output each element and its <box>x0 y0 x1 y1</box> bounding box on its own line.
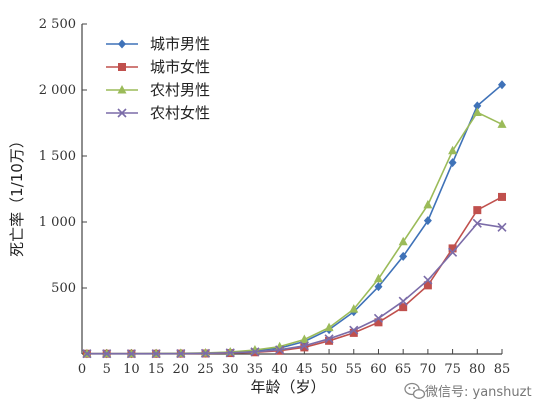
x-tick-label: 15 <box>148 362 165 377</box>
x-axis-label: 年龄（岁） <box>250 378 325 396</box>
x-tick-label: 80 <box>469 362 486 377</box>
data-point <box>423 216 432 226</box>
data-point <box>472 107 482 116</box>
data-point <box>374 318 383 327</box>
data-point <box>448 247 458 257</box>
series-1 <box>82 80 506 359</box>
data-point <box>497 119 507 128</box>
legend-item: 农村男性 <box>106 81 210 99</box>
data-point <box>299 341 309 351</box>
legend-item: 农村女性 <box>106 104 210 122</box>
legend-label: 城市男性 <box>150 35 210 53</box>
data-point <box>448 145 458 155</box>
data-point <box>300 343 309 352</box>
data-point <box>325 336 334 345</box>
data-point <box>275 345 285 355</box>
x-tick-label: 5 <box>103 362 111 377</box>
series-line <box>86 222 503 355</box>
x-tick-label: 20 <box>173 362 190 377</box>
legend-item: 城市男性 <box>106 35 210 53</box>
series-layer <box>82 80 507 359</box>
data-point <box>82 349 92 359</box>
data-point <box>423 199 433 209</box>
data-point <box>498 80 506 90</box>
legend-label: 农村女性 <box>150 104 210 122</box>
x-tick-label: 70 <box>420 362 437 377</box>
data-point <box>349 328 358 337</box>
series-2 <box>82 192 506 358</box>
data-point <box>225 348 235 358</box>
data-point <box>398 296 408 306</box>
x-tick-label: 75 <box>444 362 461 377</box>
x-tick-label: 10 <box>123 362 140 377</box>
x-tick-label: 65 <box>395 362 412 377</box>
legend-label: 农村男性 <box>150 81 210 99</box>
x-tick-label: 30 <box>222 362 239 377</box>
x-tick-label: 40 <box>271 362 288 377</box>
data-point <box>448 244 457 253</box>
data-point <box>399 303 408 312</box>
legend-marker <box>117 85 127 94</box>
legend-label: 城市女性 <box>150 58 210 76</box>
data-point <box>423 281 432 290</box>
data-point <box>473 206 482 215</box>
data-point <box>324 334 334 344</box>
data-point <box>151 349 161 359</box>
x-tick-label: 35 <box>247 362 264 377</box>
watermark: 微信号: yanshuzt <box>404 382 532 400</box>
series-line <box>86 196 503 355</box>
axes: 500 1 000 1 500 2 000 2 500 0 5 10 15 20 25 30 35 40 4… <box>39 17 510 377</box>
x-tick-label: 50 <box>321 362 338 377</box>
data-point <box>374 282 383 292</box>
x-tick-label: 45 <box>296 362 313 377</box>
y-tick-label: 1 000 <box>39 215 76 230</box>
series-3 <box>82 107 507 358</box>
x-tick-label: 55 <box>345 362 362 377</box>
data-point <box>299 334 309 343</box>
data-point <box>399 251 408 261</box>
data-point <box>472 218 482 228</box>
series-line <box>86 84 503 355</box>
data-point <box>349 304 359 313</box>
x-tick-label: 25 <box>197 362 214 377</box>
data-point <box>373 313 384 323</box>
series-4 <box>82 218 507 359</box>
y-tick-label: 500 <box>51 281 76 296</box>
data-point <box>473 101 482 111</box>
data-point <box>497 222 507 232</box>
data-point <box>324 322 334 332</box>
data-point <box>398 236 408 246</box>
x-tick-label: 60 <box>370 362 387 377</box>
y-tick-label: 1 500 <box>39 149 76 164</box>
data-point <box>126 349 136 359</box>
data-point <box>200 348 211 358</box>
data-point <box>102 349 112 359</box>
data-point <box>423 275 433 285</box>
legend-item: 城市女性 <box>106 58 210 76</box>
x-tick-label: 0 <box>78 362 86 377</box>
wechat-icon <box>404 382 426 399</box>
y-axis-label: 死亡率（1/10万） <box>8 133 26 257</box>
legend-marker <box>118 63 126 71</box>
y-tick-label: 2 500 <box>39 17 76 32</box>
legend-marker <box>118 39 126 49</box>
series-line <box>86 111 503 355</box>
data-point <box>349 325 359 335</box>
y-tick-label: 2 000 <box>39 83 76 98</box>
data-point <box>498 192 506 201</box>
x-tick-label: 85 <box>494 362 511 377</box>
data-point <box>250 347 260 357</box>
watermark-text: 微信号: yanshuzt <box>425 385 532 400</box>
data-point <box>448 158 457 168</box>
legend-marker <box>117 108 127 118</box>
data-point <box>176 349 186 359</box>
data-point <box>373 273 383 283</box>
data-point <box>201 347 211 357</box>
